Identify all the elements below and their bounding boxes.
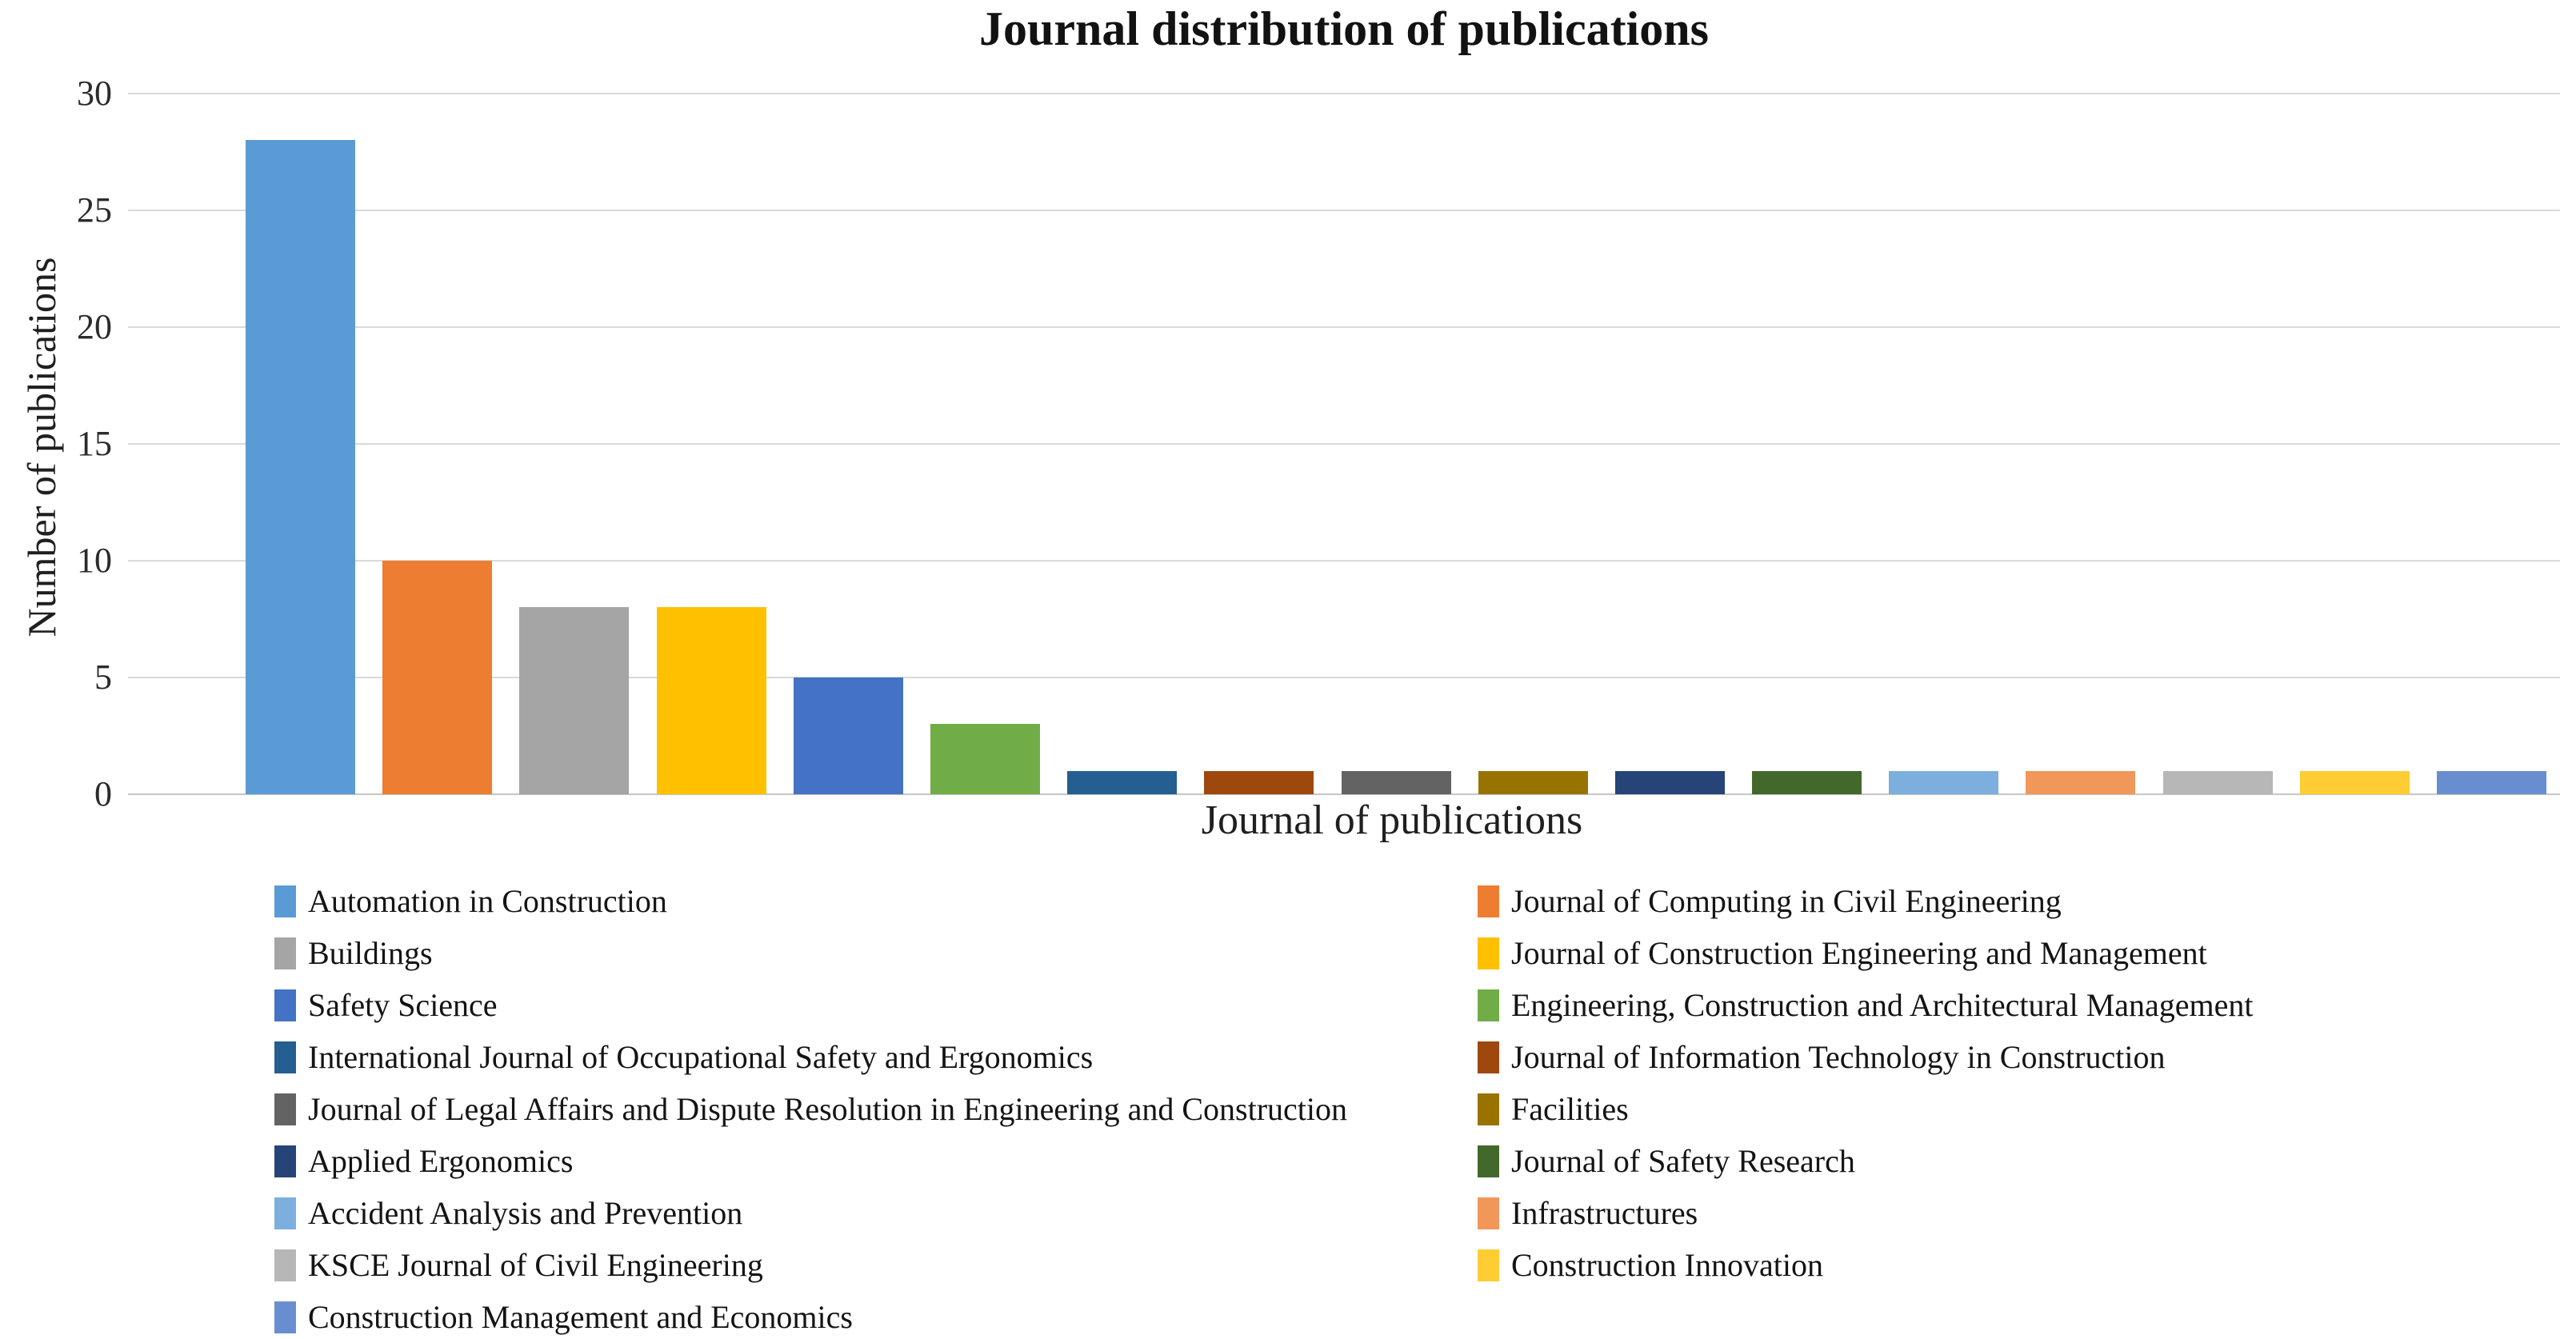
gridline — [128, 677, 2560, 678]
y-tick-label: 15 — [77, 424, 112, 463]
gridline — [128, 210, 2560, 211]
bar-10 — [1478, 770, 1588, 794]
gridline — [128, 560, 2560, 562]
legend-label: Buildings — [308, 935, 433, 971]
bar-3 — [519, 607, 630, 794]
y-tick-label: 10 — [77, 541, 112, 580]
bar-5 — [793, 677, 903, 794]
bar-4 — [656, 607, 766, 794]
legend-label: Journal of Computing in Civil Engineerin… — [1511, 883, 2062, 919]
gridline — [128, 443, 2560, 445]
bar-9 — [1341, 770, 1451, 794]
legend-label: International Journal of Occupational Sa… — [308, 1039, 1094, 1075]
bar-14 — [2026, 770, 2136, 794]
bar-2 — [382, 561, 493, 794]
bar-17 — [2436, 770, 2546, 794]
legend-label: KSCE Journal of Civil Engineering — [308, 1247, 763, 1283]
bar-8 — [1204, 770, 1314, 794]
legend-swatch — [274, 1301, 296, 1333]
legend-swatch — [1478, 1249, 1499, 1281]
legend-label: Accident Analysis and Prevention — [308, 1195, 743, 1231]
legend-swatch — [1478, 1197, 1499, 1229]
legend-swatch — [274, 1249, 296, 1281]
legend-swatch — [1478, 885, 1499, 917]
legend-label: Facilities — [1511, 1091, 1629, 1127]
legend-label: Infrastructures — [1511, 1195, 1698, 1231]
legend-label: Engineering, Construction and Architectu… — [1511, 987, 2254, 1023]
chart-title: Journal distribution of publications — [979, 2, 1709, 55]
legend-label: Safety Science — [308, 987, 498, 1023]
x-axis-line — [128, 793, 2560, 795]
bar-6 — [930, 724, 1040, 794]
legend-label: Automation in Construction — [308, 883, 667, 919]
y-tick-label: 20 — [77, 307, 112, 346]
y-tick-label: 5 — [94, 658, 112, 697]
legend-label: Journal of Legal Affairs and Dispute Res… — [308, 1091, 1348, 1127]
y-tick-label: 25 — [77, 190, 112, 230]
legend-swatch — [1478, 937, 1499, 969]
gridline — [128, 93, 2560, 94]
bar-15 — [2162, 770, 2273, 794]
y-tick-label: 30 — [77, 74, 112, 113]
bar-13 — [1889, 770, 1999, 794]
legend-label: Construction Management and Economics — [308, 1299, 853, 1335]
legend-swatch — [274, 1145, 296, 1177]
x-axis-title: Journal of publications — [1201, 797, 1583, 843]
legend-swatch — [274, 989, 296, 1021]
legend-label: Applied Ergonomics — [308, 1143, 574, 1179]
legend-label: Journal of Information Technology in Con… — [1511, 1039, 2166, 1075]
bar-12 — [1752, 770, 1862, 794]
legend-label: Journal of Construction Engineering and … — [1511, 935, 2207, 971]
legend-swatch — [274, 937, 296, 969]
legend-swatch — [1478, 1041, 1499, 1073]
legend-swatch — [274, 1197, 296, 1229]
bar-7 — [1067, 770, 1178, 794]
bar-11 — [1614, 770, 1725, 794]
bar-1 — [246, 140, 356, 794]
legend-swatch — [1478, 989, 1499, 1021]
legend-label: Journal of Safety Research — [1511, 1143, 1855, 1179]
gridline — [128, 326, 2560, 328]
legend-swatch — [274, 1093, 296, 1125]
legend-label: Construction Innovation — [1511, 1247, 1823, 1283]
legend-swatch — [1478, 1093, 1499, 1125]
legend-swatch — [274, 1041, 296, 1073]
legend-swatch — [274, 885, 296, 917]
legend-swatch — [1478, 1145, 1499, 1177]
y-tick-label: 0 — [94, 774, 112, 813]
bar-16 — [2299, 770, 2410, 794]
